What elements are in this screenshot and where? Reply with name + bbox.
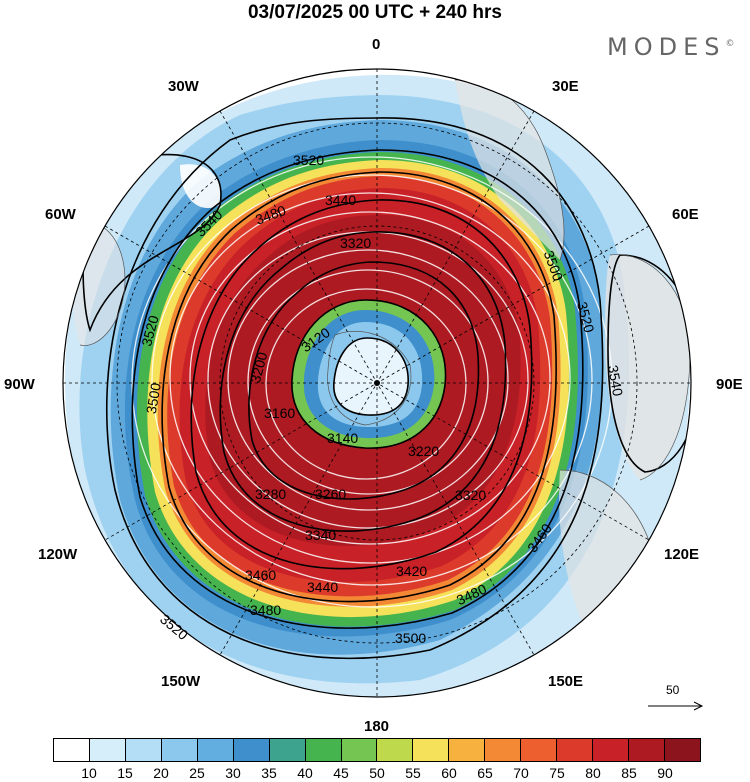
- contour-label: 3540: [605, 364, 626, 398]
- colorbar-cell: [664, 739, 700, 761]
- polar-stereographic-map: 3520 3540 3520 3500 3480 3440 3320 3500 …: [62, 68, 692, 698]
- colorbar-cell: [233, 739, 270, 761]
- colorbar-cell: [125, 739, 162, 761]
- copyright-mark: ©: [725, 39, 735, 49]
- contour-label: 3520: [293, 152, 324, 168]
- lon-label-60w: 60W: [45, 206, 76, 223]
- colorbar-tick-label: 30: [225, 765, 241, 781]
- colorbar-tick-label: 70: [513, 765, 529, 781]
- lon-label-90w: 90W: [4, 376, 35, 393]
- contour-label: 3160: [264, 405, 295, 421]
- colorbar-tick-label: 20: [153, 765, 169, 781]
- colorbar-tick-label: 85: [621, 765, 637, 781]
- colorbar-cell: [629, 739, 665, 761]
- colorbar-cell: [161, 739, 198, 761]
- lon-label-180: 180: [364, 718, 390, 735]
- contour-label: 3260: [315, 486, 346, 502]
- colorbar-tick-label: 55: [405, 765, 421, 781]
- contour-label: 3340: [305, 527, 336, 543]
- height-contours: [82, 117, 691, 660]
- arrow-right-icon: [648, 701, 704, 711]
- lon-label-150w: 150W: [161, 673, 201, 690]
- colorbar-tick-label: 15: [117, 765, 133, 781]
- contour-label: 3520: [138, 313, 162, 347]
- colorbar-tick-label: 35: [261, 765, 277, 781]
- contour-label: 3420: [396, 563, 427, 579]
- colorbar-tick-label: 50: [369, 765, 385, 781]
- colorbar-tick-label: 60: [441, 765, 457, 781]
- map-title: 03/07/2025 00 UTC + 240 hrs: [247, 2, 503, 23]
- contour-label: 3500: [395, 630, 426, 646]
- colorbar-cell: [413, 739, 450, 761]
- lon-label-60e: 60E: [672, 206, 699, 223]
- lon-label-30e: 30E: [552, 78, 579, 95]
- contour-label: 3220: [408, 443, 439, 459]
- contour-label: 3440: [307, 579, 338, 595]
- colorbar-cell: [521, 739, 558, 761]
- colorbar-cell: [341, 739, 378, 761]
- contour-label: 3440: [325, 192, 356, 208]
- lon-label-30w: 30W: [168, 78, 199, 95]
- lon-label-90e: 90E: [716, 376, 743, 393]
- contour-label: 3200: [247, 350, 271, 384]
- lon-label-150e: 150E: [548, 673, 584, 690]
- colorbar-cell: [89, 739, 126, 761]
- contour-label: 3320: [455, 487, 486, 503]
- contour-label: 3460: [245, 567, 276, 583]
- colorbar-tick-label: 90: [657, 765, 673, 781]
- contour-label: 3320: [340, 235, 371, 251]
- colorbar-cell: [269, 739, 306, 761]
- colorbar-cell: [557, 739, 594, 761]
- lon-label-120w: 120W: [38, 546, 78, 563]
- brand-logo: MODES©: [607, 33, 734, 61]
- colorbar-cell: [305, 739, 342, 761]
- colorbar-cell: [197, 739, 234, 761]
- colorbar-tick-label: 10: [81, 765, 97, 781]
- map-boundary: [62, 68, 692, 698]
- colorbar-cell: [485, 739, 522, 761]
- colorbar-cell: [377, 739, 414, 761]
- colorbar: [53, 738, 701, 762]
- contour-label: 3480: [250, 602, 281, 618]
- reference-vector-label: 50: [666, 683, 680, 697]
- colorbar-cell: [593, 739, 629, 761]
- dot-icon: [374, 380, 380, 386]
- contour-label: 3140: [327, 430, 358, 446]
- brand-name: MODES: [607, 33, 726, 61]
- lon-label-0: 0: [372, 36, 381, 53]
- colorbar-tick-label: 25: [189, 765, 205, 781]
- colorbar-cell: [449, 739, 486, 761]
- colorbar-tick-label: 80: [585, 765, 601, 781]
- colorbar-tick-label: 45: [333, 765, 349, 781]
- colorbar-labels: 10 15 20 25 30 35 40 45 50 55 60 65 70 75 80 85 90: [53, 765, 701, 781]
- wind-speed-shading: [65, 74, 690, 697]
- lon-label-120e: 120E: [664, 546, 700, 563]
- contour-label: 3500: [143, 381, 164, 415]
- colorbar-cell: [54, 739, 90, 761]
- wind-streamlines: [131, 156, 613, 608]
- colorbar-tick-label: 75: [549, 765, 565, 781]
- contour-label: 3280: [255, 486, 286, 502]
- contour-label: 3520: [574, 300, 598, 334]
- colorbar-tick-label: 40: [297, 765, 313, 781]
- colorbar-tick-label: 65: [477, 765, 493, 781]
